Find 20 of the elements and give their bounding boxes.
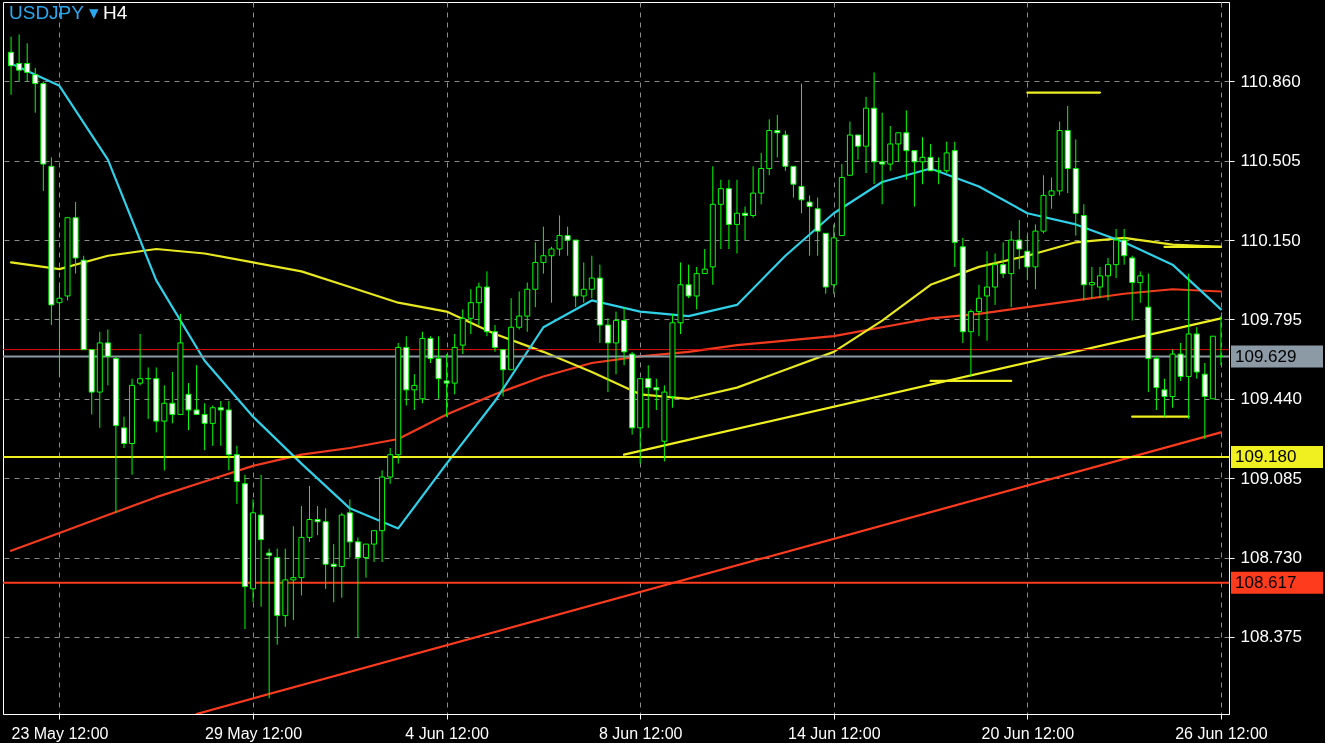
y-tick-label: 109.085 bbox=[1240, 468, 1302, 488]
ref-line-label: 109.629 bbox=[1235, 346, 1297, 366]
x-tick-label: 20 Jun 12:00 bbox=[981, 724, 1075, 742]
x-tick-label: 8 Jun 12:00 bbox=[598, 724, 683, 742]
y-tick-label: 110.860 bbox=[1240, 71, 1301, 91]
x-tick-label: 4 Jun 12:00 bbox=[405, 724, 490, 742]
y-tick-label: 110.150 bbox=[1240, 230, 1301, 250]
x-tick-label: 14 Jun 12:00 bbox=[788, 724, 881, 742]
y-tick-label: 108.730 bbox=[1240, 548, 1302, 568]
x-tick-label: 23 May 12:00 bbox=[11, 724, 109, 742]
x-tick-label: 26 Jun 12:00 bbox=[1175, 724, 1268, 742]
y-tick-label: 109.440 bbox=[1240, 389, 1302, 409]
chart-subtitle: H4 bbox=[103, 2, 128, 23]
ref-line-label: 108.617 bbox=[1235, 572, 1297, 592]
y-tick-label: 110.505 bbox=[1240, 151, 1301, 171]
y-tick-label: 109.795 bbox=[1240, 309, 1302, 329]
chart-title: USDJPY ▾ bbox=[9, 2, 99, 23]
x-tick-label: 29 May 12:00 bbox=[205, 724, 303, 742]
ref-line-label: 109.180 bbox=[1235, 446, 1297, 466]
y-tick-label: 108.375 bbox=[1240, 627, 1302, 647]
